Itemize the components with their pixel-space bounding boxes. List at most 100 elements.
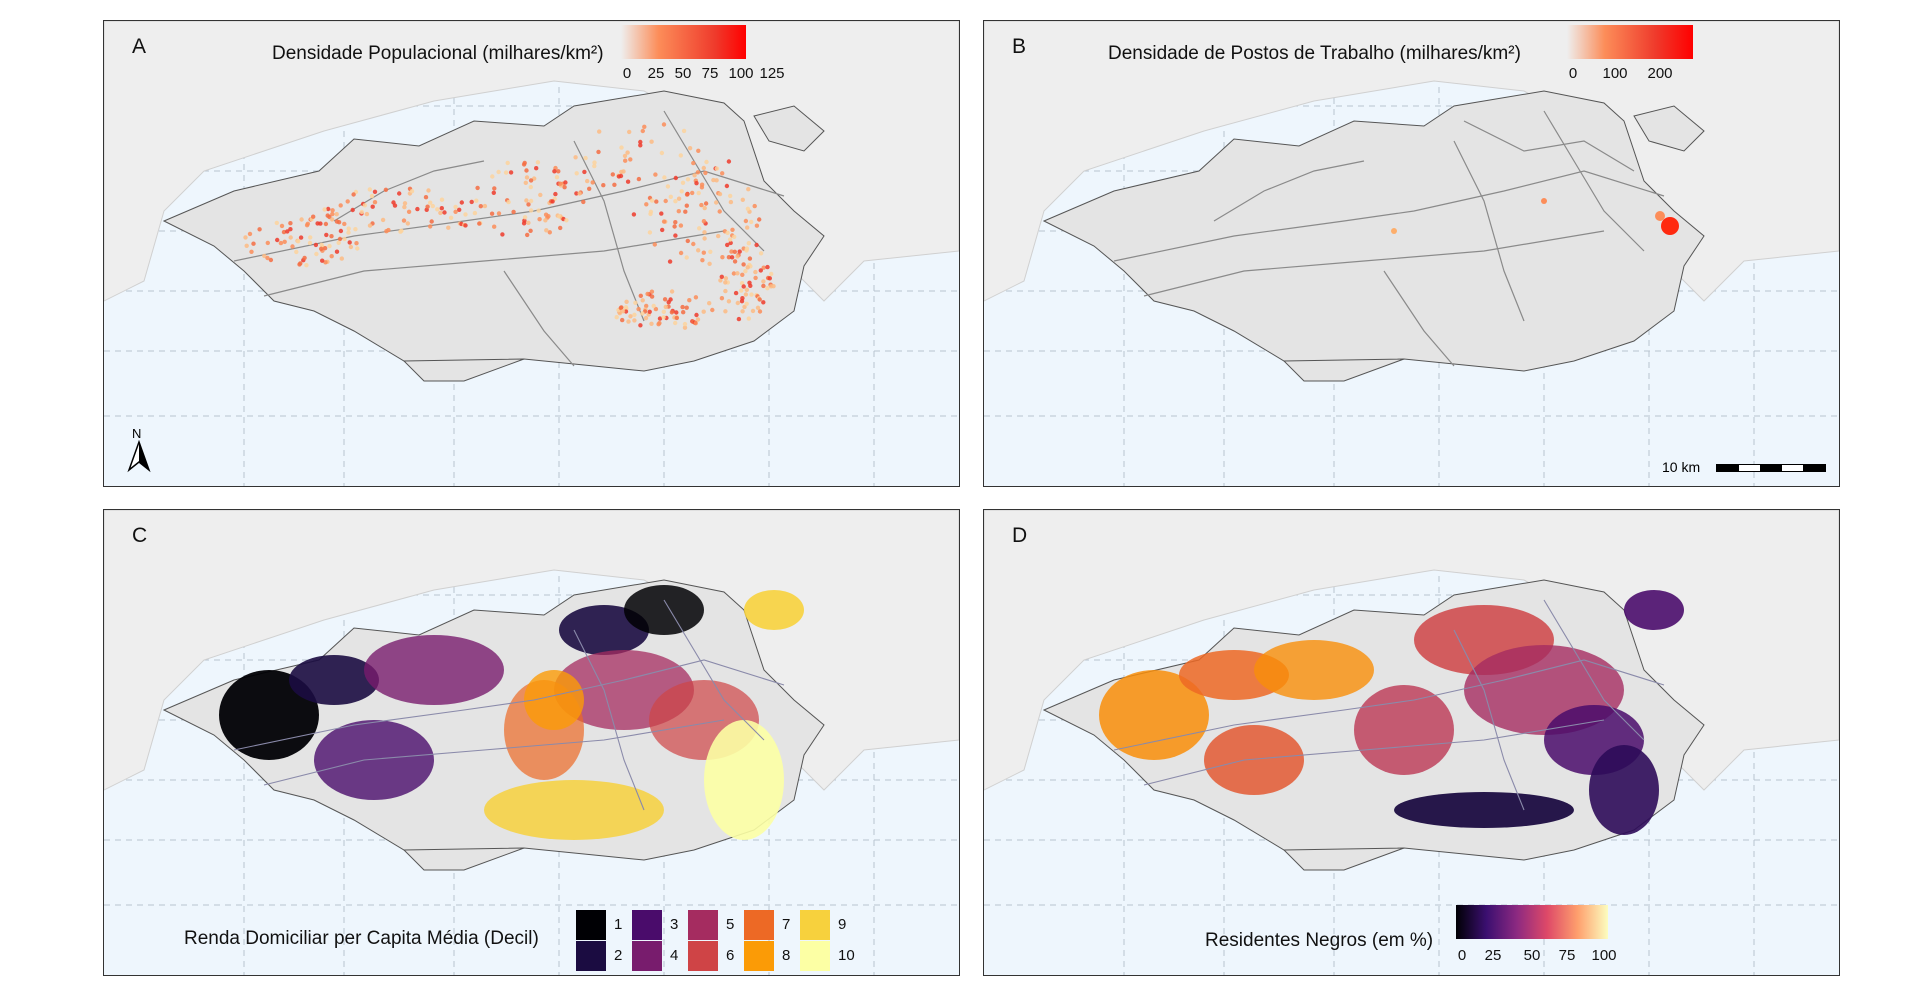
density-dot	[528, 184, 533, 190]
density-dot	[694, 312, 699, 318]
legend-tick-a-1: 25	[647, 65, 665, 82]
density-dot	[285, 229, 290, 234]
density-dot	[687, 298, 692, 303]
density-dot	[625, 179, 631, 184]
density-dot	[707, 261, 712, 266]
density-dot	[523, 180, 528, 185]
legend-tick-a-2: 50	[674, 65, 692, 82]
density-dot	[725, 242, 730, 248]
density-dot	[528, 208, 534, 213]
density-dot	[737, 249, 742, 254]
density-dot	[334, 212, 339, 217]
density-dot	[723, 280, 728, 285]
decile-label-10: 10	[838, 947, 855, 964]
legend-tick-d-0: 0	[1457, 947, 1467, 964]
legend-tick-d-3: 75	[1558, 947, 1576, 964]
density-dot	[496, 211, 502, 216]
density-dot	[683, 209, 688, 214]
density-dot	[546, 214, 551, 219]
density-dot	[625, 150, 630, 155]
density-dot	[684, 255, 689, 260]
density-dot	[711, 177, 716, 183]
density-dot	[553, 191, 558, 197]
legend-gradient-b	[1567, 25, 1693, 59]
density-dot	[500, 232, 505, 237]
decile-key-7	[744, 910, 774, 940]
density-dot	[644, 202, 649, 207]
density-dot	[383, 187, 389, 192]
density-dot	[346, 230, 351, 235]
density-dot	[661, 309, 666, 314]
density-dot	[745, 206, 751, 211]
density-dot	[716, 233, 721, 239]
roads-b	[1113, 110, 1665, 367]
density-dot	[554, 175, 560, 180]
density-dot	[661, 315, 666, 320]
density-dot	[696, 190, 701, 196]
density-dot	[334, 249, 340, 254]
scale-bar	[1716, 464, 1826, 472]
density-dot	[474, 198, 479, 203]
density-dot	[299, 217, 304, 222]
density-dot	[369, 193, 375, 199]
density-dot	[719, 274, 724, 279]
density-dot	[348, 244, 354, 250]
density-dot	[372, 189, 378, 194]
density-dot	[430, 203, 435, 209]
density-dot	[736, 316, 742, 322]
density-dot	[663, 198, 668, 204]
density-dot	[636, 306, 641, 312]
density-dot	[620, 309, 626, 314]
density-dot	[402, 204, 407, 210]
density-dot	[538, 192, 543, 198]
density-dot	[710, 307, 715, 313]
density-dot	[597, 129, 602, 134]
density-dot	[336, 220, 342, 225]
share-low	[1394, 590, 1684, 835]
density-dot	[642, 124, 647, 129]
density-dot	[765, 264, 770, 270]
density-dot	[353, 227, 358, 232]
density-dot	[314, 251, 319, 257]
density-dot	[703, 170, 708, 176]
density-dot	[354, 241, 359, 246]
density-dot	[370, 204, 375, 209]
peninsula-b	[1282, 358, 1405, 382]
density-dot	[244, 243, 249, 248]
density-dot	[693, 295, 699, 300]
density-dot	[744, 246, 750, 251]
density-dot	[659, 150, 665, 156]
decile-label-7: 7	[782, 916, 791, 933]
density-dot	[680, 180, 686, 185]
density-dot	[682, 321, 688, 327]
legend-tick-a-5: 125	[759, 65, 785, 82]
density-dot	[623, 158, 628, 163]
density-dot	[415, 206, 420, 212]
density-dot	[745, 225, 750, 230]
density-dot	[409, 189, 415, 194]
density-dot	[623, 305, 629, 310]
decile-label-2: 2	[614, 947, 623, 964]
density-dot	[684, 203, 689, 208]
density-dot	[719, 296, 725, 301]
density-dot	[337, 236, 343, 242]
legend-title-b: Densidade de Postos de Trabalho (milhare…	[1108, 43, 1521, 64]
density-dot	[438, 210, 443, 216]
density-dot	[288, 227, 293, 232]
density-dot	[672, 224, 677, 229]
decile-key-1	[576, 910, 606, 940]
decile-label-5: 5	[726, 916, 735, 933]
density-dot	[329, 254, 334, 259]
density-dot	[728, 240, 733, 246]
density-dot	[322, 246, 328, 251]
density-dot	[649, 139, 654, 144]
density-dot	[691, 160, 696, 166]
density-dot	[695, 317, 701, 322]
job-hotspots-b	[1391, 198, 1679, 235]
mainland-a	[104, 21, 959, 302]
density-dot	[281, 229, 287, 235]
density-dot	[330, 217, 335, 222]
density-dot	[667, 259, 673, 264]
density-dot	[659, 211, 664, 216]
density-dot	[695, 170, 701, 175]
